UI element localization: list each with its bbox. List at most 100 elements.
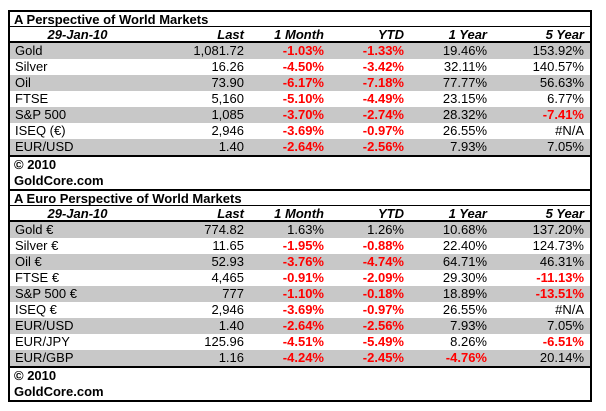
report-frame: A Perspective of World Markets 29-Jan-10… bbox=[8, 10, 592, 402]
cell-last: 1.40 bbox=[218, 318, 244, 333]
cell-ytd: -2.56% bbox=[362, 139, 404, 154]
cell-y5: 7.05% bbox=[547, 318, 584, 333]
row-label: Silver € bbox=[15, 238, 59, 253]
cell-ytd: -3.42% bbox=[362, 59, 404, 74]
cell-m1: -4.51% bbox=[282, 334, 324, 349]
col-header-1year: 1 Year bbox=[448, 206, 487, 220]
table-row: FTSE € 4,465 -0.91% -2.09% 29.30% -11.13% bbox=[10, 270, 590, 286]
cell-ytd: -2.09% bbox=[362, 270, 404, 285]
table-row: ISEQ (€) 2,946 -3.69% -0.97% 26.55% #N/A bbox=[10, 123, 590, 139]
cell-ytd: -7.18% bbox=[362, 75, 404, 90]
cell-m1: -0.91% bbox=[282, 270, 324, 285]
cell-y1: 23.15% bbox=[442, 91, 487, 106]
table-body: Gold €774.82 1.63% 1.26% 10.68% 137.20% Silve… bbox=[10, 222, 590, 368]
cell-y1: 18.89% bbox=[442, 286, 487, 301]
row-label: EUR/USD bbox=[15, 318, 74, 333]
site-name: GoldCore.com bbox=[14, 173, 104, 188]
cell-y5: 153.92% bbox=[532, 43, 584, 58]
table-title: A Euro Perspective of World Markets bbox=[10, 191, 590, 206]
cell-m1: -4.24% bbox=[282, 350, 324, 365]
cell-y1: 19.46% bbox=[442, 43, 487, 58]
row-label: Gold € bbox=[15, 222, 54, 237]
cell-last: 1.40 bbox=[218, 139, 244, 154]
cell-m1: -1.03% bbox=[282, 43, 324, 58]
row-label: Silver bbox=[15, 59, 48, 74]
row-label: Gold bbox=[15, 43, 43, 58]
cell-y1: 7.93% bbox=[450, 318, 487, 333]
cell-y1: 7.93% bbox=[450, 139, 487, 154]
cell-y1: 22.40% bbox=[442, 238, 487, 253]
cell-m1: -2.64% bbox=[282, 318, 324, 333]
table-row: EUR/JPY 125.96 -4.51% -5.49% 8.26% -6.51% bbox=[10, 334, 590, 350]
cell-y5: 46.31% bbox=[539, 254, 584, 269]
table-row: S&P 500 € 777 -1.10% -0.18% 18.89% -13.51% bbox=[10, 286, 590, 302]
cell-ytd: -1.33% bbox=[362, 43, 404, 58]
col-header-1year: 1 Year bbox=[448, 27, 487, 41]
row-label: EUR/JPY bbox=[15, 334, 70, 349]
copyright-text: © 2010 bbox=[14, 157, 57, 172]
table-footer: © 2010 GoldCore.com bbox=[10, 157, 590, 191]
cell-ytd: -0.97% bbox=[362, 123, 404, 138]
cell-y5: 6.77% bbox=[547, 91, 584, 106]
cell-y1: 29.30% bbox=[442, 270, 487, 285]
table-row: Gold € 774.82 1.63% 1.26% 10.68% 137.20% bbox=[10, 222, 590, 238]
cell-m1: 1.63% bbox=[287, 222, 324, 237]
cell-m1: -3.76% bbox=[282, 254, 324, 269]
table-footer: © 2010 GoldCore.com bbox=[10, 368, 590, 400]
cell-m1: -3.70% bbox=[282, 107, 324, 122]
cell-y5: #N/A bbox=[555, 302, 584, 317]
row-label: EUR/USD bbox=[15, 139, 74, 154]
table-row: FTSE 5,160 -5.10% -4.49% 23.15% 6.77% bbox=[10, 91, 590, 107]
cell-y1: 26.55% bbox=[442, 123, 487, 138]
cell-m1: -6.17% bbox=[282, 75, 324, 90]
cell-ytd: -2.74% bbox=[362, 107, 404, 122]
cell-ytd: 1.26% bbox=[367, 222, 404, 237]
cell-ytd: -4.49% bbox=[362, 91, 404, 106]
row-label: Oil € bbox=[15, 254, 42, 269]
cell-ytd: -2.45% bbox=[362, 350, 404, 365]
table-row: Oil € 52.93 -3.76% -4.74% 64.71% 46.31% bbox=[10, 254, 590, 270]
col-header-5year: 5 Year bbox=[545, 27, 584, 41]
cell-last: 774.82 bbox=[204, 222, 244, 237]
table-row: Silver € 11.65 -1.95% -0.88% 22.40% 124.73% bbox=[10, 238, 590, 254]
world-markets-table: A Perspective of World Markets 29-Jan-10… bbox=[10, 12, 590, 191]
cell-m1: -1.95% bbox=[282, 238, 324, 253]
cell-y5: -6.51% bbox=[542, 334, 584, 349]
cell-last: 73.90 bbox=[211, 75, 244, 90]
table-row: EUR/USD 1.40 -2.64% -2.56% 7.93% 7.05% bbox=[10, 139, 590, 155]
cell-last: 4,465 bbox=[211, 270, 244, 285]
row-label: FTSE € bbox=[15, 270, 60, 285]
cell-y1: 28.32% bbox=[442, 107, 487, 122]
cell-last: 1,085 bbox=[211, 107, 244, 122]
cell-last: 2,946 bbox=[211, 302, 244, 317]
row-label: Oil bbox=[15, 75, 31, 90]
row-label: ISEQ (€) bbox=[15, 123, 66, 138]
cell-last: 777 bbox=[222, 286, 244, 301]
cell-last: 125.96 bbox=[204, 334, 244, 349]
cell-last: 11.65 bbox=[212, 238, 244, 253]
cell-y5: -11.13% bbox=[536, 270, 584, 285]
cell-ytd: -4.74% bbox=[362, 254, 404, 269]
table-row: Silver 16.26 -4.50% -3.42% 32.11% 140.57% bbox=[10, 59, 590, 75]
cell-ytd: -0.88% bbox=[362, 238, 404, 253]
cell-y1: 64.71% bbox=[442, 254, 487, 269]
col-header-ytd: YTD bbox=[378, 27, 404, 41]
cell-y5: -7.41% bbox=[542, 107, 584, 122]
table-row: Gold 1,081.72 -1.03% -1.33% 19.46% 153.92% bbox=[10, 43, 590, 59]
cell-ytd: -5.49% bbox=[362, 334, 404, 349]
cell-m1: -5.10% bbox=[282, 91, 324, 106]
cell-y1: 26.55% bbox=[442, 302, 487, 317]
copyright-text: © 2010 bbox=[14, 368, 57, 383]
cell-y5: 7.05% bbox=[547, 139, 584, 154]
cell-ytd: -0.97% bbox=[362, 302, 404, 317]
cell-last: 52.93 bbox=[211, 254, 244, 269]
cell-m1: -1.10% bbox=[282, 286, 324, 301]
table-header-row: 29-Jan-10 Last 1 Month YTD 1 Year 5 Year bbox=[10, 206, 590, 222]
col-header-ytd: YTD bbox=[378, 206, 404, 220]
cell-ytd: -2.56% bbox=[362, 318, 404, 333]
cell-y1: -4.76% bbox=[445, 350, 487, 365]
table-row: Oil 73.90 -6.17% -7.18% 77.77% 56.63% bbox=[10, 75, 590, 91]
table-header-row: 29-Jan-10 Last 1 Month YTD 1 Year 5 Year bbox=[10, 27, 590, 43]
cell-m1: -3.69% bbox=[282, 302, 324, 317]
col-header-last: Last bbox=[217, 27, 244, 41]
